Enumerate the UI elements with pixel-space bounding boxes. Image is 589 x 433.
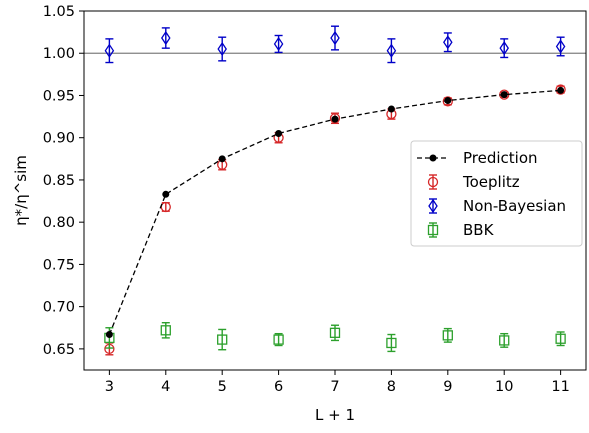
data-point-prediction [500,91,508,99]
x-axis-label: L + 1 [315,406,355,424]
data-point-non-bayesian [217,41,227,57]
legend-marker-toeplitz [427,176,439,188]
y-tick-label: 0.90 [43,131,75,147]
data-point-prediction [444,97,452,105]
data-point-toeplitz [555,84,566,95]
x-tick-label: 7 [330,379,339,395]
data-point-prediction [162,190,170,198]
x-tick-label: 8 [387,379,396,395]
y-tick-label: 0.75 [43,257,75,273]
data-point-prediction [105,331,113,339]
series-prediction [105,86,565,339]
data-point-bbk [217,334,228,345]
data-point-prediction [331,115,339,123]
data-point-non-bayesian [104,43,115,58]
data-point-non-bayesian [386,43,397,58]
data-point-toeplitz [329,113,341,124]
x-tick-label: 10 [495,379,513,395]
x-tick-label: 9 [443,379,452,395]
data-point-non-bayesian [443,35,453,50]
x-tick-label: 4 [161,379,170,395]
legend-label-prediction: Prediction [463,149,538,167]
y-axis-label: η*/η^sim [12,155,30,226]
y-tick-label: 1.00 [43,46,75,62]
legend-label-toeplitz: Toeplitz [462,173,520,191]
data-point-non-bayesian [273,36,284,52]
y-tick-label: 0.70 [43,300,75,316]
x-tick-label: 3 [105,379,114,395]
data-layer [104,25,566,356]
x-tick-label: 6 [274,379,283,395]
x-tick-label: 11 [551,379,569,395]
data-point-non-bayesian [330,30,340,46]
legend-box [410,140,583,247]
ticks-layer: 3 4 5 6 7 8 9 10 11 0.65 0.70 0.75 0.80 0.85 0.90 0.95 1… [43,4,570,395]
data-point-prediction [275,129,283,137]
data-point-prediction [387,105,395,113]
y-tick-label: 0.85 [43,173,75,189]
legend-label-bbk: BBK [463,221,495,239]
legend-marker-prediction [429,154,437,162]
legend-label-non-bayesian: Non-Bayesian [463,197,566,215]
data-point-non-bayesian [555,39,566,54]
y-tick-label: 1.05 [43,4,75,20]
data-point-bbk [160,325,171,336]
series-bbk [104,321,566,353]
x-tick-label: 5 [218,379,227,395]
legend-marker-non-bayesian [428,198,438,214]
data-point-non-bayesian [161,30,171,46]
data-point-bbk [499,335,510,346]
data-point-non-bayesian [499,40,509,56]
data-point-bbk [386,337,397,349]
legend-marker-bbk [427,224,439,236]
y-tick-label: 0.65 [43,342,75,358]
data-point-bbk [329,327,341,338]
data-point-bbk [442,330,453,341]
data-point-prediction [218,155,226,163]
data-point-prediction [557,86,565,94]
series-non-bayesian [104,25,566,64]
data-point-bbk [555,333,566,344]
y-tick-label: 0.80 [43,215,75,231]
data-point-toeplitz [442,96,453,107]
legend: Prediction Toeplitz Non-Bayesian BBK [410,140,583,247]
y-tick-label: 0.95 [43,88,75,104]
data-point-bbk [273,334,284,345]
